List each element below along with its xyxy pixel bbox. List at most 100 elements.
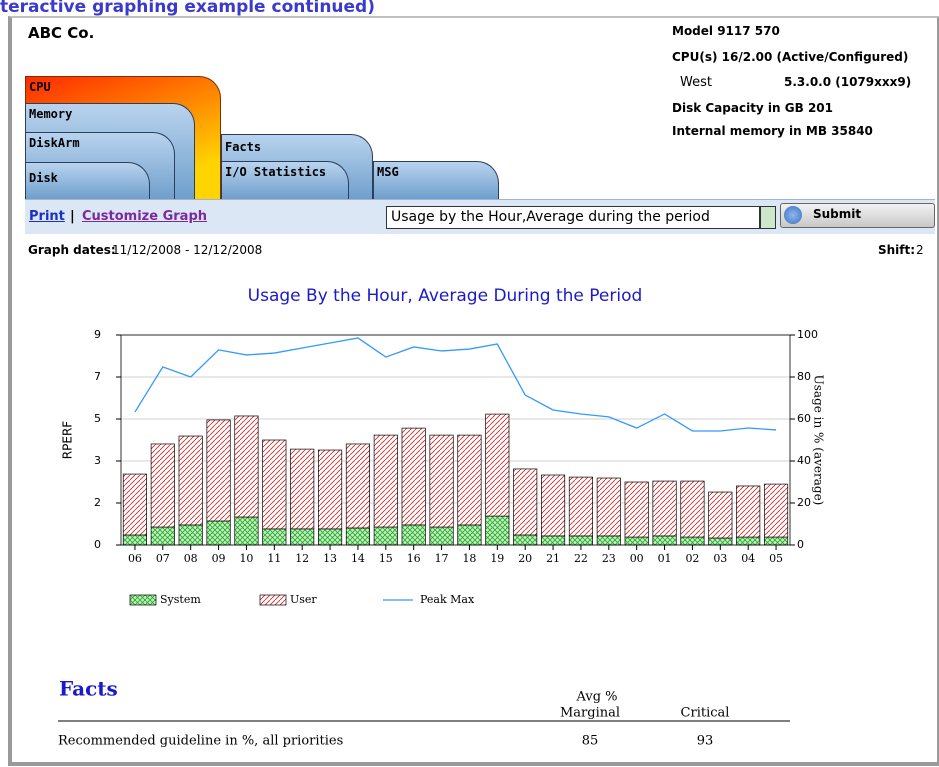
submit-icon bbox=[784, 206, 802, 224]
bar bbox=[234, 516, 259, 546]
x-tick-label: 20 bbox=[518, 552, 532, 565]
bar bbox=[596, 477, 621, 537]
facts-value: 85 bbox=[582, 734, 599, 749]
tab[interactable]: Disk bbox=[25, 162, 150, 199]
bar bbox=[262, 528, 287, 546]
y2-axis-label: Usage in % (average) bbox=[812, 375, 826, 506]
y-tick-label: 0 bbox=[94, 538, 101, 551]
bar bbox=[122, 473, 147, 536]
bar bbox=[429, 434, 454, 528]
bar bbox=[541, 474, 566, 537]
customize-link[interactable]: Customize Graph bbox=[82, 209, 208, 224]
dates-label: Graph dates: bbox=[28, 243, 116, 257]
bar bbox=[178, 524, 203, 546]
x-tick-label: 06 bbox=[128, 552, 142, 565]
bar bbox=[150, 526, 175, 546]
bar bbox=[680, 536, 705, 546]
x-tick-label: 23 bbox=[602, 552, 616, 565]
bar bbox=[680, 480, 705, 538]
bar bbox=[290, 448, 315, 530]
legend-label: System bbox=[160, 593, 201, 606]
bar bbox=[736, 536, 761, 546]
submit-button[interactable]: Submit bbox=[780, 203, 935, 228]
y2-tick-label: 0 bbox=[797, 538, 804, 551]
bar bbox=[457, 524, 482, 546]
bar bbox=[513, 468, 538, 536]
facts-row-label: Recommended guideline in %, all prioriti… bbox=[58, 734, 343, 749]
x-tick-label: 10 bbox=[239, 552, 253, 565]
y-axis-label: RPERF bbox=[61, 421, 75, 459]
facts-column: Marginal bbox=[560, 706, 620, 721]
bar bbox=[122, 534, 147, 546]
select-arrow[interactable] bbox=[760, 206, 776, 229]
bar bbox=[345, 443, 370, 529]
x-tick-label: 01 bbox=[658, 552, 672, 565]
bar bbox=[290, 528, 315, 546]
bar bbox=[234, 415, 259, 518]
x-tick-label: 14 bbox=[351, 552, 365, 565]
bar bbox=[373, 434, 398, 528]
graph-select[interactable]: Usage by the Hour,Average during the per… bbox=[386, 206, 760, 229]
bar bbox=[318, 528, 343, 546]
x-tick-label: 08 bbox=[184, 552, 198, 565]
x-tick-label: 21 bbox=[546, 552, 560, 565]
bar bbox=[596, 535, 621, 546]
bar bbox=[401, 524, 426, 546]
separator: | bbox=[70, 209, 75, 224]
bar bbox=[624, 481, 649, 538]
y-tick-label: 9 bbox=[94, 328, 101, 341]
location: West bbox=[680, 75, 712, 90]
bar bbox=[708, 491, 733, 539]
bar bbox=[541, 535, 566, 546]
y2-tick-label: 60 bbox=[797, 412, 811, 425]
company: ABC Co. bbox=[28, 24, 95, 42]
shift-value: 2 bbox=[916, 243, 924, 257]
y-tick-label: 5 bbox=[94, 412, 101, 425]
bar bbox=[652, 480, 677, 537]
bar bbox=[568, 535, 593, 546]
facts-column: Critical bbox=[681, 706, 730, 721]
bar bbox=[150, 443, 175, 528]
bar bbox=[513, 534, 538, 546]
x-tick-label: 04 bbox=[741, 552, 755, 565]
bar bbox=[485, 413, 510, 517]
tab[interactable]: MSG bbox=[373, 161, 499, 199]
y-tick-label: 7 bbox=[94, 370, 101, 383]
x-tick-label: 12 bbox=[295, 552, 309, 565]
y2-tick-label: 100 bbox=[797, 328, 818, 341]
y-tick-label: 3 bbox=[94, 454, 101, 467]
y2-tick-label: 20 bbox=[797, 496, 811, 509]
bar bbox=[457, 434, 482, 526]
facts-group: Avg % bbox=[575, 690, 617, 705]
cpus: CPU(s) 16/2.00 (Active/Configured) bbox=[672, 50, 909, 64]
x-tick-label: 09 bbox=[212, 552, 226, 565]
bar bbox=[206, 520, 231, 546]
bar bbox=[373, 526, 398, 546]
bar bbox=[262, 439, 287, 530]
print-link[interactable]: Print bbox=[29, 209, 65, 224]
legend-swatch bbox=[129, 594, 157, 606]
y-tick-label: 2 bbox=[94, 496, 101, 509]
model: Model 9117 570 bbox=[672, 24, 780, 38]
y2-tick-label: 40 bbox=[797, 454, 811, 467]
bar bbox=[624, 536, 649, 546]
x-tick-label: 17 bbox=[435, 552, 449, 565]
memory: Internal memory in MB 35840 bbox=[672, 124, 873, 138]
x-tick-label: 03 bbox=[713, 552, 727, 565]
x-tick-label: 16 bbox=[407, 552, 421, 565]
dates-value: 11/12/2008 - 12/12/2008 bbox=[112, 243, 263, 257]
bar bbox=[764, 536, 789, 546]
x-tick-label: 18 bbox=[462, 552, 476, 565]
tab[interactable]: I/O Statistics bbox=[221, 161, 349, 199]
facts-title: Facts bbox=[59, 677, 118, 701]
facts-value: 93 bbox=[697, 734, 714, 749]
disk: Disk Capacity in GB 201 bbox=[672, 101, 833, 115]
bar bbox=[429, 526, 454, 546]
x-tick-label: 02 bbox=[685, 552, 699, 565]
bar bbox=[485, 515, 510, 546]
line bbox=[134, 337, 777, 432]
version: 5.3.0.0 (1079xxx9) bbox=[784, 75, 912, 89]
bar bbox=[401, 427, 426, 526]
chart-title: Usage By the Hour, Average During the Pe… bbox=[248, 286, 643, 306]
